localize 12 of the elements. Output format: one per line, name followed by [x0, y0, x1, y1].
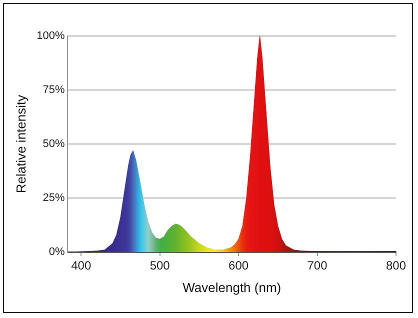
y-tick-label: 0% [48, 246, 65, 258]
x-tick-label: 700 [307, 258, 328, 273]
x-tick-label: 800 [386, 258, 406, 273]
y-axis-title: Relative intensity [13, 94, 28, 194]
y-tick-label: 50% [42, 138, 65, 150]
x-axis-title: Wavelength (nm) [182, 280, 282, 295]
y-tick-label: 100% [36, 30, 65, 42]
y-tick-label: 75% [42, 84, 65, 96]
x-tick-label: 600 [228, 258, 249, 273]
y-tick-label: 25% [42, 192, 65, 204]
x-tick-label: 400 [71, 258, 92, 273]
x-tick-label: 500 [150, 258, 170, 273]
